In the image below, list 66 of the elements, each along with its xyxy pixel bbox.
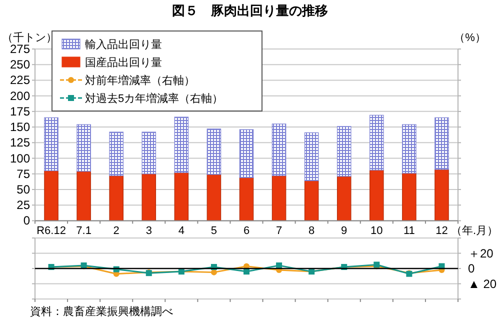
- x-tick-label: R6.12: [36, 225, 66, 237]
- y-tick-label: ▲ 20: [468, 276, 497, 291]
- y-tick-label: 75: [16, 166, 30, 181]
- y-tick-label: ＋20: [468, 246, 494, 260]
- bar: [370, 170, 384, 221]
- point: [244, 268, 250, 275]
- legend-label: 国産品出回り量: [85, 56, 162, 69]
- bar: [272, 124, 286, 176]
- bar: [336, 126, 352, 177]
- bar: [76, 171, 91, 221]
- bar: [304, 132, 319, 182]
- bar: [109, 132, 124, 176]
- bar: [402, 124, 416, 174]
- bar: [142, 174, 156, 221]
- bar: [174, 116, 189, 173]
- text: 対過去5カ年増減率（右軸）: [85, 93, 224, 105]
- point: [210, 269, 217, 276]
- bar: [44, 117, 58, 172]
- y-tick-label: 150: [10, 120, 30, 134]
- bar: [109, 175, 124, 221]
- bar: [206, 174, 222, 221]
- x-tick-label: 11: [403, 225, 415, 237]
- y-tick-label: 0: [468, 262, 475, 276]
- y-tick-label: 0: [23, 214, 30, 228]
- bar: [272, 175, 286, 221]
- bar: [402, 172, 416, 221]
- legend-label: 輸入品出回り量: [85, 38, 162, 51]
- x-tick-label: 9: [341, 225, 348, 237]
- bar: [174, 172, 189, 221]
- bar: [434, 117, 449, 170]
- bar: [76, 124, 91, 172]
- x-tick-label: 10: [370, 225, 383, 237]
- y-tick-label: 250: [10, 58, 30, 72]
- y-tick-label: 200: [10, 88, 30, 103]
- bar: [304, 180, 319, 221]
- text: 資料：農畜産業振興機構調べ: [30, 305, 173, 318]
- x-tick-label: 7.1: [76, 225, 92, 237]
- bar: [206, 128, 222, 175]
- x-tick-label: 8: [308, 225, 315, 237]
- x-tick-label: 6: [243, 225, 250, 237]
- y-tick-label: 25: [16, 198, 30, 212]
- x-axis-title: （年.月）: [450, 225, 498, 237]
- x-tick-label: 7: [276, 225, 282, 237]
- bar: [434, 169, 449, 221]
- bar: [336, 176, 352, 221]
- y-tick-label: 100: [10, 151, 30, 166]
- bar: [239, 177, 254, 221]
- text: 対前年増減率（右軸）: [85, 75, 195, 87]
- y-tick-label: 275: [10, 42, 30, 56]
- x-tick-label: 4: [178, 225, 184, 237]
- x-tick-label: 2: [113, 225, 120, 237]
- y-tick-label: 175: [10, 104, 30, 118]
- bar: [370, 114, 384, 170]
- bar: [142, 132, 156, 174]
- x-tick-label: 5: [210, 225, 218, 237]
- bar: [44, 170, 58, 221]
- y-tick-label: 225: [10, 73, 30, 88]
- bar: [239, 129, 254, 178]
- y-tick-label: 125: [10, 136, 30, 150]
- x-tick-label: 12: [436, 225, 448, 237]
- y2-axis-title: （%）: [454, 32, 486, 44]
- x-tick-label: 3: [146, 225, 152, 237]
- y-tick-label: 50: [16, 182, 30, 196]
- point: [276, 262, 282, 268]
- y-axis-title: （千トン）: [2, 31, 57, 44]
- chart-title: 図５ 豚肉出回り量の推移: [172, 3, 328, 18]
